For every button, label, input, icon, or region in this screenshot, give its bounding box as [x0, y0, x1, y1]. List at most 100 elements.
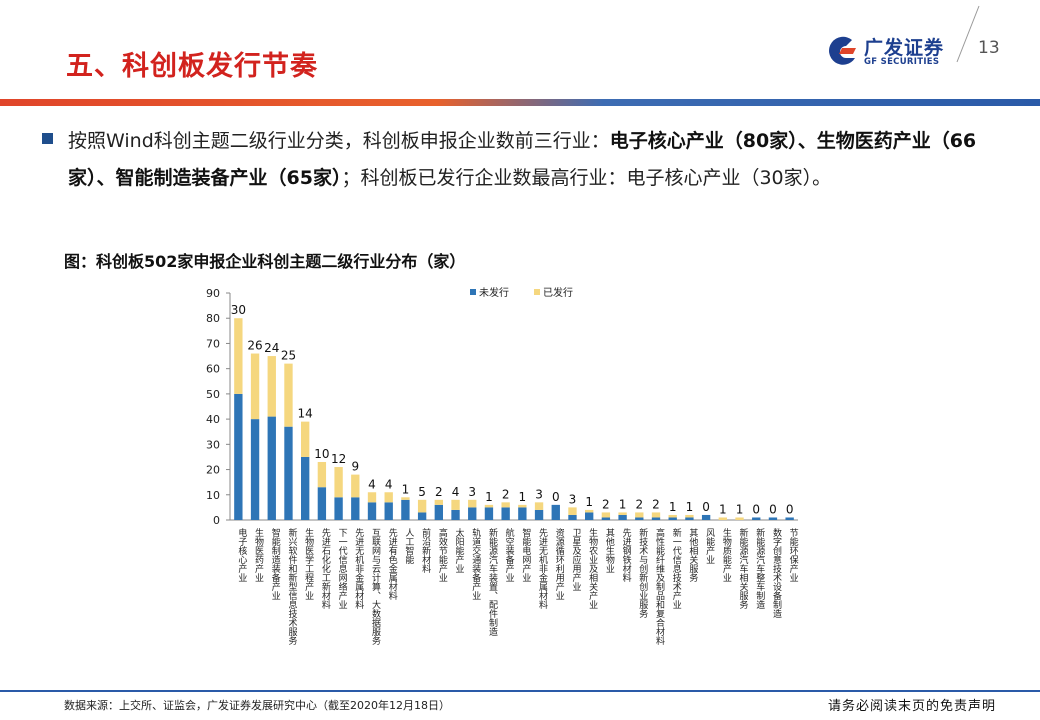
bar-segment [451, 509, 460, 520]
bar-segment [518, 507, 527, 520]
bar-segment [618, 512, 627, 515]
bar-segment [468, 499, 477, 508]
summary-bold-text: 电子核心产业（80家）、生物医药产业（66家）、智能制造装备产业（65家） [68, 130, 977, 189]
bar-segment [668, 517, 677, 520]
legend-label: 未发行 [479, 286, 509, 299]
bar-segment [284, 363, 293, 427]
data-label: 0 [769, 502, 777, 516]
bar-segment [250, 353, 260, 420]
bar-segment [718, 517, 727, 520]
bar-segment [501, 502, 510, 508]
category-label: 先进无机非金属材料 [353, 527, 364, 610]
category-label: 生物质能产业 [721, 527, 732, 582]
category-label: 先进无机非金属材料 [537, 527, 548, 610]
bar-segment [451, 499, 460, 510]
bar-segment [417, 499, 427, 513]
header-divider [956, 5, 980, 63]
data-label: 1 [686, 500, 694, 514]
bar-segment [752, 517, 761, 520]
category-label: 新能源汽车整车制造 [754, 527, 765, 610]
bar-segment [601, 512, 611, 518]
data-label: 1 [402, 482, 410, 496]
bar-segment [234, 393, 243, 520]
bar-segment [601, 517, 611, 520]
category-label: 人工智能 [403, 528, 414, 565]
data-label: 12 [331, 452, 346, 466]
y-tick-label: 30 [206, 438, 220, 451]
bar-segment [768, 517, 778, 520]
category-label: 前沿新材料 [420, 527, 431, 574]
bar-segment [534, 509, 544, 520]
y-tick-label: 10 [206, 489, 220, 502]
y-tick-label: 20 [206, 464, 220, 477]
bar-segment [250, 419, 260, 520]
category-label: 数字创意技术设备制造 [771, 527, 782, 619]
y-tick-label: 70 [206, 337, 220, 350]
bar-segment [267, 416, 276, 520]
bar-segment [668, 514, 677, 518]
bar-segment [367, 492, 377, 503]
data-label: 14 [298, 407, 313, 421]
bar-segment [301, 421, 310, 457]
category-label: 生物农业及相关产业 [587, 527, 598, 609]
category-label: 生物医学工程产业 [303, 527, 314, 600]
y-tick-label: 60 [206, 363, 220, 376]
category-label: 高性能纤维及制品和复合材料 [654, 527, 665, 646]
bar-segment [468, 507, 477, 520]
bar-segment [384, 492, 393, 503]
data-label: 3 [468, 485, 476, 499]
bar-segment [367, 502, 377, 520]
data-label: 25 [281, 349, 296, 363]
bar-segment [501, 507, 510, 520]
bar-segment [267, 356, 276, 417]
bar-segment [317, 487, 327, 520]
data-label: 5 [418, 485, 426, 499]
bar-segment [534, 502, 544, 510]
y-tick-label: 40 [206, 413, 220, 426]
bar-segment [351, 497, 360, 520]
bar-segment [685, 514, 694, 518]
data-label: 0 [786, 502, 794, 516]
data-label: 2 [602, 497, 610, 511]
category-label: 先进有色金属材料 [387, 527, 398, 601]
category-label: 新能源汽车装置、配件制造 [487, 527, 498, 637]
bar-segment [401, 497, 410, 500]
data-label: 1 [719, 502, 727, 516]
category-label: 其他相关服务 [687, 528, 698, 583]
bar-segment [518, 504, 527, 508]
data-label: 1 [585, 495, 593, 509]
data-label: 2 [652, 497, 660, 511]
bar-segment [301, 456, 310, 520]
bar-segment [484, 504, 494, 508]
bar-segment [484, 507, 494, 520]
bar-segment [651, 517, 661, 520]
bar-segment [284, 426, 293, 520]
bar-segment [434, 499, 443, 505]
y-tick-label: 90 [206, 287, 220, 300]
bar-segment [234, 318, 243, 394]
data-label: 1 [485, 490, 493, 504]
category-label: 互联网与云计算、大数据服务 [370, 528, 381, 646]
data-label: 26 [247, 339, 262, 353]
legend-label: 已发行 [543, 286, 573, 299]
data-label: 4 [368, 477, 376, 491]
bar-segment [635, 517, 644, 520]
data-label: 30 [231, 303, 246, 317]
bar-segment [618, 514, 627, 520]
data-label: 1 [736, 502, 744, 516]
data-label: 3 [535, 487, 543, 501]
bar-segment [585, 512, 594, 520]
category-label: 生物医药产业 [253, 527, 264, 582]
data-label: 1 [519, 490, 527, 504]
page-title: 五、科创板发行节奏 [66, 51, 318, 82]
bar-segment [434, 504, 443, 520]
category-label: 先进钢铁材料 [621, 527, 632, 583]
category-label: 先进石化化工新材料 [320, 527, 331, 610]
category-label: 资源循环利用产业 [554, 528, 565, 600]
bar-segment [334, 467, 343, 498]
bar-segment [317, 461, 327, 488]
logo-chinese-name: 广发证券 [864, 37, 945, 59]
logo-english-name: GF SECURITIES [864, 57, 940, 67]
bar-segment [685, 517, 694, 520]
data-label: 2 [502, 487, 510, 501]
